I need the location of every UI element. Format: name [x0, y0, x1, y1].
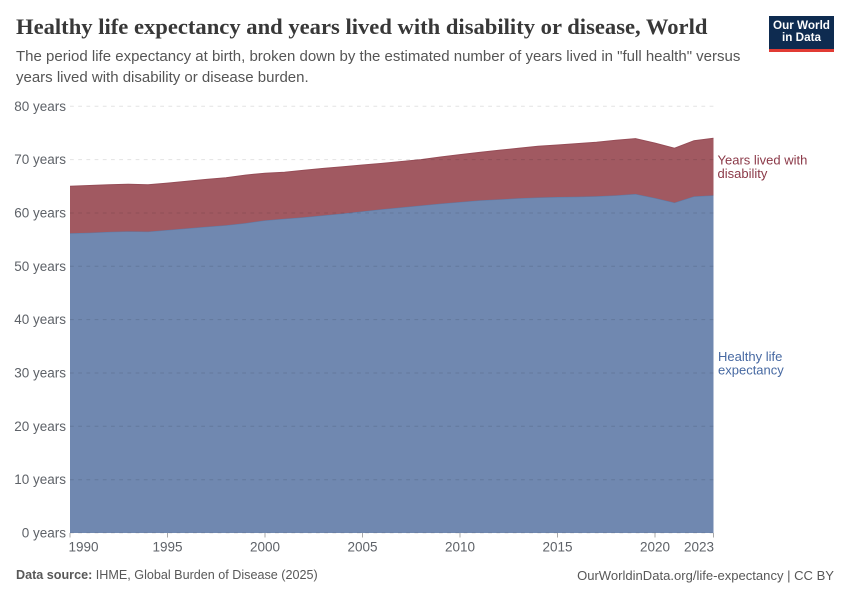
svg-text:2015: 2015 — [542, 540, 572, 555]
svg-text:2020: 2020 — [640, 540, 670, 555]
svg-text:Healthy life: Healthy life — [718, 349, 782, 364]
svg-text:Years lived with: Years lived with — [718, 152, 808, 167]
svg-text:2000: 2000 — [250, 540, 280, 555]
svg-text:30 years: 30 years — [14, 366, 66, 381]
svg-text:2023: 2023 — [684, 540, 714, 555]
svg-text:1990: 1990 — [69, 540, 99, 555]
svg-text:disability: disability — [718, 166, 768, 181]
svg-text:1995: 1995 — [152, 540, 182, 555]
svg-text:80 years: 80 years — [14, 99, 66, 114]
svg-text:expectancy: expectancy — [718, 363, 784, 378]
svg-text:50 years: 50 years — [14, 259, 66, 274]
svg-text:40 years: 40 years — [14, 312, 66, 327]
svg-text:60 years: 60 years — [14, 206, 66, 221]
svg-text:10 years: 10 years — [14, 472, 66, 487]
svg-text:2010: 2010 — [445, 540, 475, 555]
svg-text:2005: 2005 — [347, 540, 377, 555]
svg-text:70 years: 70 years — [14, 152, 66, 167]
svg-text:20 years: 20 years — [14, 419, 66, 434]
svg-text:0 years: 0 years — [22, 526, 67, 541]
